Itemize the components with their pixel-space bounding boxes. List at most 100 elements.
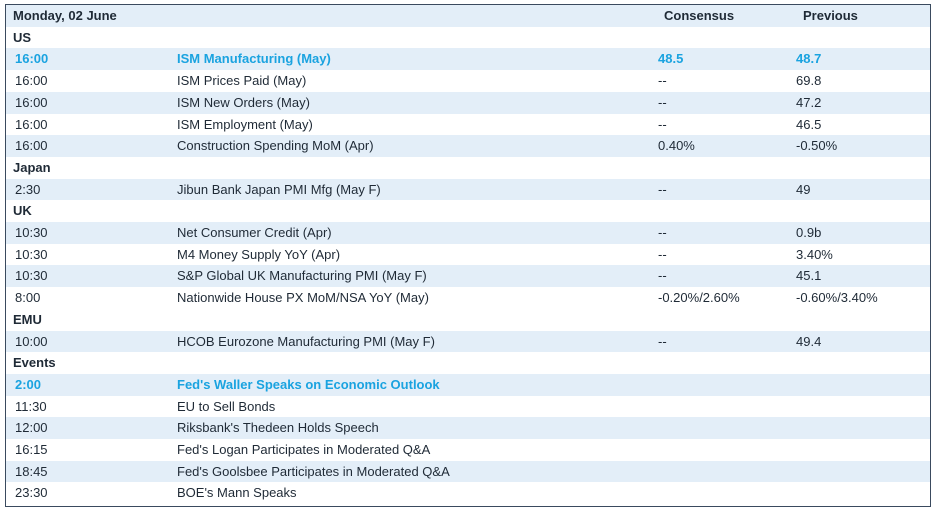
- row-consensus: --: [657, 70, 796, 92]
- row-consensus: [657, 460, 796, 483]
- section-row: EMU: [6, 308, 930, 331]
- row-event: EU to Sell Bonds: [174, 395, 657, 418]
- row-time: 16:00: [6, 113, 174, 136]
- row-consensus: -0.20%/2.60%: [657, 287, 796, 309]
- table-row: 23:30 BOE's Mann Speaks: [6, 482, 930, 505]
- table-row: 16:15 Fed's Logan Participates in Moderat…: [6, 439, 930, 461]
- table-row: 16:00 Construction Spending MoM (Apr) 0.40…: [6, 135, 930, 157]
- row-previous: 0.9b: [796, 222, 930, 244]
- table-row: 18:45 Fed's Goolsbee Participates in Mode…: [6, 460, 930, 483]
- section-title: US: [6, 26, 930, 49]
- row-time: 10:30: [6, 222, 174, 244]
- table-row: 10:30 S&P Global UK Manufacturing PMI (Ma…: [6, 265, 930, 288]
- table-row: 16:00 ISM New Orders (May) -- 47.2: [6, 91, 930, 114]
- section-row: Japan: [6, 156, 930, 179]
- section-title: Events: [6, 352, 930, 374]
- row-event: Net Consumer Credit (Apr): [174, 222, 657, 244]
- row-event: HCOB Eurozone Manufacturing PMI (May F): [174, 330, 657, 353]
- row-event: Jibun Bank Japan PMI Mfg (May F): [174, 178, 657, 201]
- row-consensus: [657, 482, 796, 505]
- row-consensus: 0.40%: [657, 135, 796, 157]
- header-date: Monday, 02 June: [6, 5, 174, 27]
- row-time: 16:00: [6, 135, 174, 157]
- row-event: ISM New Orders (May): [174, 91, 657, 114]
- table-row: 12:00 Riksbank's Thedeen Holds Speech: [6, 417, 930, 440]
- row-event: BOE's Mann Speaks: [174, 482, 657, 505]
- row-event: S&P Global UK Manufacturing PMI (May F): [174, 265, 657, 288]
- row-consensus: [657, 395, 796, 418]
- table-row: 2:30 Jibun Bank Japan PMI Mfg (May F) -- 49: [6, 178, 930, 201]
- table-row: 16:00 ISM Employment (May) -- 46.5: [6, 113, 930, 136]
- section-title: Japan: [6, 156, 930, 179]
- header-event: [174, 5, 657, 27]
- row-previous: 45.1: [796, 265, 930, 288]
- table-row: 2:00 Fed's Waller Speaks on Economic Outl…: [6, 373, 930, 396]
- section-row: Events: [6, 352, 930, 374]
- row-previous: -0.60%/3.40%: [796, 287, 930, 309]
- row-consensus: [657, 373, 796, 396]
- row-previous: [796, 373, 930, 396]
- row-time: 11:30: [6, 395, 174, 418]
- row-event: ISM Prices Paid (May): [174, 70, 657, 92]
- table-row: 11:30 EU to Sell Bonds: [6, 395, 930, 418]
- row-time: 23:30: [6, 482, 174, 505]
- header-row: Monday, 02 June Consensus Previous: [6, 5, 930, 27]
- row-previous: 49.4: [796, 330, 930, 353]
- row-previous: [796, 460, 930, 483]
- economic-calendar-table: Monday, 02 June Consensus Previous US 16:…: [6, 5, 930, 505]
- row-event: Nationwide House PX MoM/NSA YoY (May): [174, 287, 657, 309]
- row-previous: [796, 439, 930, 461]
- section-row: US: [6, 26, 930, 49]
- table-row: 10:30 Net Consumer Credit (Apr) -- 0.9b: [6, 222, 930, 244]
- row-time: 16:00: [6, 91, 174, 114]
- row-previous: 46.5: [796, 113, 930, 136]
- row-time: 12:00: [6, 417, 174, 440]
- row-event: Construction Spending MoM (Apr): [174, 135, 657, 157]
- row-consensus: --: [657, 222, 796, 244]
- row-consensus: [657, 417, 796, 440]
- row-event: Fed's Logan Participates in Moderated Q&…: [174, 439, 657, 461]
- table-row: 8:00 Nationwide House PX MoM/NSA YoY (May…: [6, 287, 930, 309]
- row-previous: 47.2: [796, 91, 930, 114]
- table-row: 16:00 ISM Manufacturing (May) 48.5 48.7: [6, 48, 930, 71]
- row-event: Fed's Waller Speaks on Economic Outlook: [174, 373, 657, 396]
- row-previous: 49: [796, 178, 930, 201]
- row-time: 10:30: [6, 243, 174, 266]
- row-time: 16:15: [6, 439, 174, 461]
- row-time: 10:30: [6, 265, 174, 288]
- row-consensus: 48.5: [657, 48, 796, 71]
- row-time: 18:45: [6, 460, 174, 483]
- calendar-frame: Monday, 02 June Consensus Previous US 16:…: [5, 4, 931, 507]
- row-event: Fed's Goolsbee Participates in Moderated…: [174, 460, 657, 483]
- row-previous: -0.50%: [796, 135, 930, 157]
- table-row: 16:00 ISM Prices Paid (May) -- 69.8: [6, 70, 930, 92]
- row-previous: [796, 482, 930, 505]
- row-previous: 3.40%: [796, 243, 930, 266]
- row-time: 10:00: [6, 330, 174, 353]
- row-event: M4 Money Supply YoY (Apr): [174, 243, 657, 266]
- row-previous: 48.7: [796, 48, 930, 71]
- section-title: UK: [6, 200, 930, 223]
- header-consensus: Consensus: [657, 5, 796, 27]
- row-time: 8:00: [6, 287, 174, 309]
- row-consensus: --: [657, 91, 796, 114]
- row-previous: [796, 395, 930, 418]
- row-consensus: --: [657, 178, 796, 201]
- row-event: ISM Manufacturing (May): [174, 48, 657, 71]
- row-time: 16:00: [6, 70, 174, 92]
- row-consensus: [657, 439, 796, 461]
- row-consensus: --: [657, 243, 796, 266]
- row-time: 2:30: [6, 178, 174, 201]
- header-previous: Previous: [796, 5, 930, 27]
- section-row: UK: [6, 200, 930, 223]
- row-consensus: --: [657, 265, 796, 288]
- row-time: 16:00: [6, 48, 174, 71]
- table-row: 10:00 HCOB Eurozone Manufacturing PMI (Ma…: [6, 330, 930, 353]
- row-event: ISM Employment (May): [174, 113, 657, 136]
- table-row: 10:30 M4 Money Supply YoY (Apr) -- 3.40%: [6, 243, 930, 266]
- row-event: Riksbank's Thedeen Holds Speech: [174, 417, 657, 440]
- row-consensus: --: [657, 330, 796, 353]
- row-consensus: --: [657, 113, 796, 136]
- row-previous: 69.8: [796, 70, 930, 92]
- section-title: EMU: [6, 308, 930, 331]
